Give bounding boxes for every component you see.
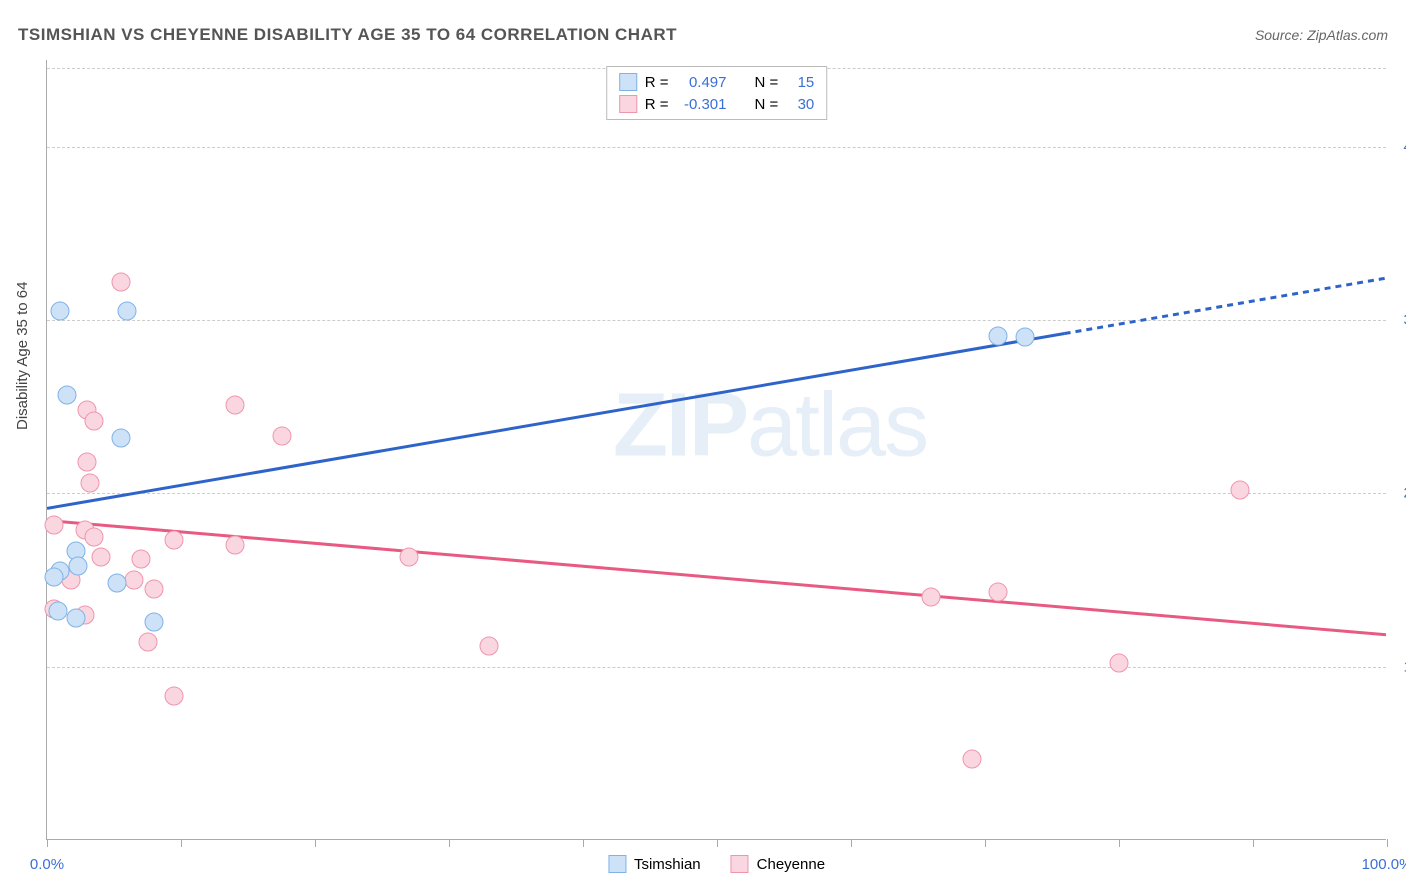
x-tick-mark	[47, 839, 48, 847]
y-tick-label: 10.0%	[1396, 658, 1406, 675]
x-tick-mark	[449, 839, 450, 847]
scatter-point-tsimshian	[51, 302, 70, 321]
scatter-point-tsimshian	[111, 428, 130, 447]
scatter-point-tsimshian	[145, 612, 164, 631]
scatter-point-cheyenne	[225, 536, 244, 555]
scatter-point-tsimshian	[58, 385, 77, 404]
scatter-point-cheyenne	[131, 550, 150, 569]
scatter-point-tsimshian	[1016, 328, 1035, 347]
scatter-point-tsimshian	[67, 609, 86, 628]
x-tick-label: 0.0%	[30, 856, 64, 873]
scatter-point-cheyenne	[78, 453, 97, 472]
swatch-tsimshian	[619, 73, 637, 91]
scatter-point-cheyenne	[145, 579, 164, 598]
scatter-point-tsimshian	[107, 574, 126, 593]
chart-plot-area: ZIPatlas 10.0%20.0%30.0%40.0% 0.0%100.0%…	[46, 60, 1386, 840]
legend-correlation-box: R = 0.497 N = 15 R = -0.301 N = 30	[606, 66, 828, 120]
x-tick-mark	[717, 839, 718, 847]
scatter-point-cheyenne	[1230, 480, 1249, 499]
scatter-point-cheyenne	[111, 272, 130, 291]
x-tick-mark	[1387, 839, 1388, 847]
y-tick-label: 40.0%	[1396, 138, 1406, 155]
scatter-point-cheyenne	[165, 531, 184, 550]
x-tick-mark	[851, 839, 852, 847]
x-tick-mark	[583, 839, 584, 847]
r-label: R =	[645, 96, 669, 113]
scatter-point-cheyenne	[225, 395, 244, 414]
scatter-point-tsimshian	[68, 557, 87, 576]
scatter-point-cheyenne	[91, 548, 110, 567]
scatter-point-cheyenne	[44, 515, 63, 534]
x-tick-mark	[1253, 839, 1254, 847]
x-tick-label: 100.0%	[1362, 856, 1406, 873]
scatter-point-cheyenne	[962, 749, 981, 768]
scatter-point-cheyenne	[272, 427, 291, 446]
chart-header: TSIMSHIAN VS CHEYENNE DISABILITY AGE 35 …	[18, 20, 1388, 50]
swatch-cheyenne	[619, 95, 637, 113]
scatter-point-cheyenne	[480, 636, 499, 655]
n-label: N =	[755, 96, 779, 113]
legend-row-cheyenne: R = -0.301 N = 30	[619, 93, 815, 115]
y-tick-label: 20.0%	[1396, 485, 1406, 502]
legend-label-tsimshian: Tsimshian	[634, 856, 701, 873]
n-value-cheyenne: 30	[786, 96, 814, 113]
scatter-point-cheyenne	[1110, 654, 1129, 673]
scatter-point-cheyenne	[125, 571, 144, 590]
y-axis-label: Disability Age 35 to 64	[14, 282, 31, 430]
legend-item-cheyenne: Cheyenne	[731, 855, 825, 873]
scatter-point-cheyenne	[399, 548, 418, 567]
chart-title: TSIMSHIAN VS CHEYENNE DISABILITY AGE 35 …	[18, 25, 677, 45]
scatter-point-cheyenne	[165, 687, 184, 706]
scatter-point-tsimshian	[989, 326, 1008, 345]
x-tick-mark	[985, 839, 986, 847]
r-value-cheyenne: -0.301	[677, 96, 727, 113]
scatter-point-cheyenne	[84, 527, 103, 546]
source-label: Source: ZipAtlas.com	[1255, 27, 1388, 43]
y-tick-label: 30.0%	[1396, 312, 1406, 329]
x-tick-mark	[1119, 839, 1120, 847]
legend-label-cheyenne: Cheyenne	[757, 856, 825, 873]
scatter-point-cheyenne	[922, 588, 941, 607]
scatter-point-cheyenne	[989, 583, 1008, 602]
legend-series-box: Tsimshian Cheyenne	[608, 855, 825, 873]
swatch-cheyenne-bottom	[731, 855, 749, 873]
scatter-point-cheyenne	[84, 411, 103, 430]
scatter-point-tsimshian	[48, 602, 67, 621]
scatter-point-tsimshian	[44, 567, 63, 586]
legend-row-tsimshian: R = 0.497 N = 15	[619, 71, 815, 93]
scatter-point-cheyenne	[138, 633, 157, 652]
n-label: N =	[755, 74, 779, 91]
n-value-tsimshian: 15	[786, 74, 814, 91]
scatter-point-cheyenne	[80, 473, 99, 492]
legend-item-tsimshian: Tsimshian	[608, 855, 701, 873]
x-tick-mark	[181, 839, 182, 847]
x-tick-mark	[315, 839, 316, 847]
r-value-tsimshian: 0.497	[677, 74, 727, 91]
points-container	[47, 60, 1386, 839]
r-label: R =	[645, 74, 669, 91]
swatch-tsimshian-bottom	[608, 855, 626, 873]
scatter-point-tsimshian	[118, 302, 137, 321]
